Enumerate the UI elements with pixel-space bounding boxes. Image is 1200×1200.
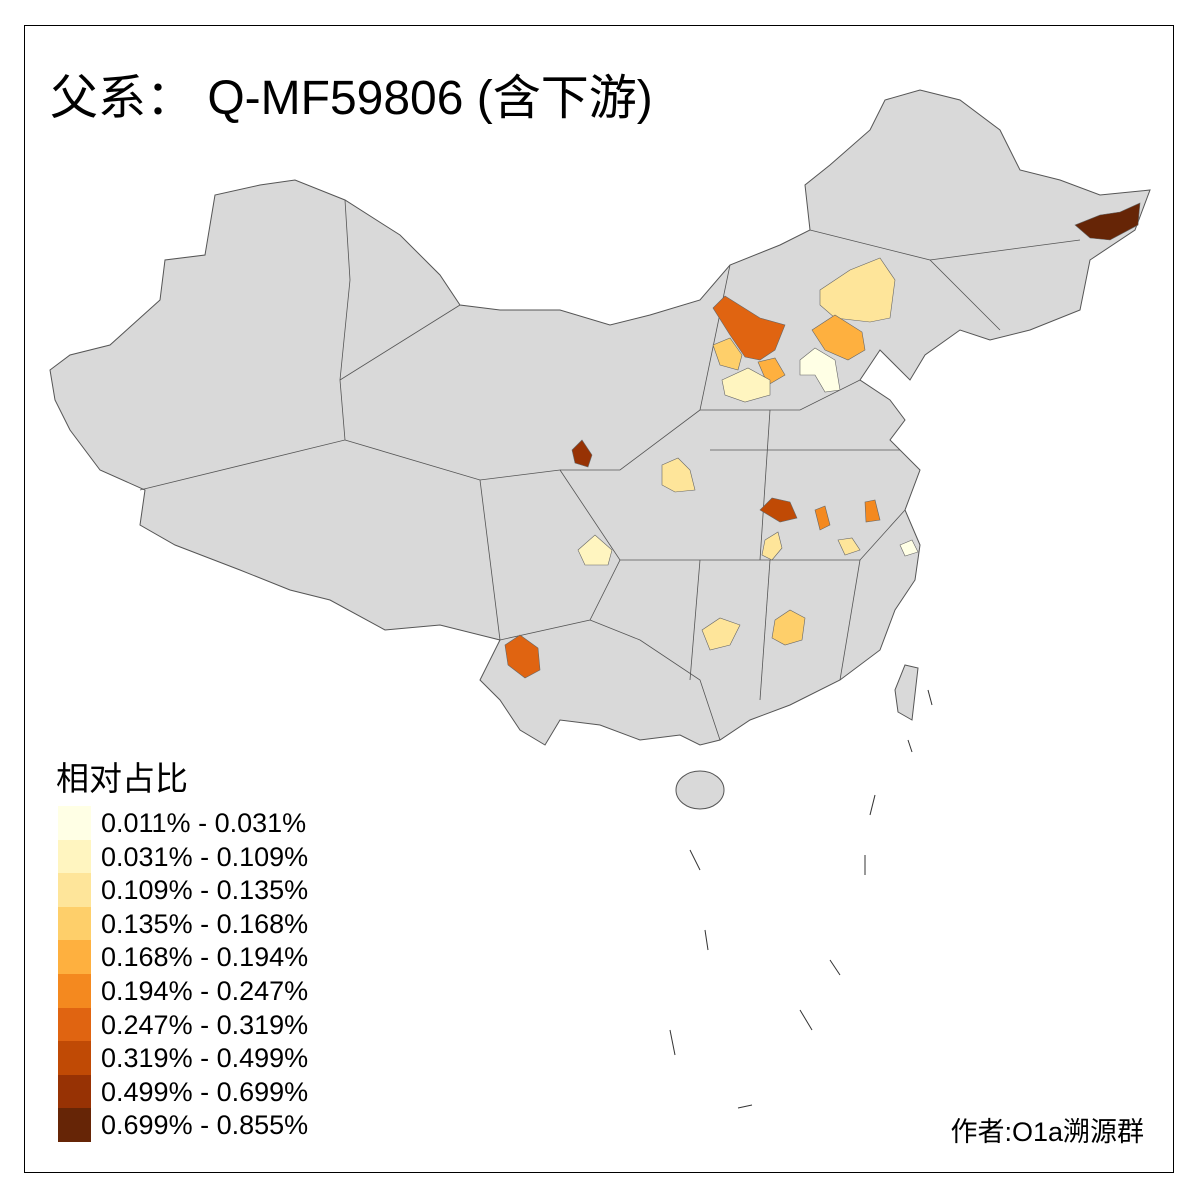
region-bin-3d <box>837 537 861 556</box>
legend-swatch <box>58 1108 91 1142</box>
legend-swatch <box>58 906 91 941</box>
map-title: 父系： Q-MF59806 (含下游) <box>50 72 653 125</box>
legend-item: 0.109% - 0.135% <box>58 873 358 907</box>
south-sea-islands <box>669 689 933 1109</box>
region-bin-1b <box>899 539 919 557</box>
legend-swatch <box>58 1074 91 1109</box>
region-bin-3e <box>701 617 741 651</box>
region-bin-3c <box>761 531 783 561</box>
region-bin-6b <box>864 499 881 523</box>
legend-label: 0.247% - 0.319% <box>101 1009 309 1040</box>
legend-item: 0.194% - 0.247% <box>58 974 358 1008</box>
legend-label: 0.011% - 0.031% <box>101 808 307 838</box>
legend-label: 0.699% - 0.855% <box>101 1110 309 1141</box>
hainan-island <box>675 770 725 810</box>
legend-swatch <box>58 806 91 840</box>
region-bin-7 <box>712 295 786 361</box>
region-bin-9 <box>571 439 593 468</box>
legend-item: 0.011% - 0.031% <box>58 806 358 840</box>
legend-item: 0.499% - 0.699% <box>58 1074 358 1109</box>
legend-swatch <box>58 940 91 974</box>
legend-label: 0.499% - 0.699% <box>101 1076 309 1107</box>
legend-item: 0.031% - 0.109% <box>58 839 358 874</box>
region-bin-2b <box>577 534 613 566</box>
legend-item: 0.168% - 0.194% <box>58 940 358 974</box>
legend-label: 0.194% - 0.247% <box>101 976 309 1006</box>
legend-swatch <box>58 1007 91 1042</box>
legend-label: 0.319% - 0.499% <box>101 1043 309 1074</box>
highlighted-regions <box>504 202 1141 679</box>
author-credit: 作者:O1a溯源群 <box>950 1117 1144 1147</box>
legend-label: 0.109% - 0.135% <box>101 875 309 906</box>
region-bin-4 <box>712 337 743 371</box>
legend-swatch <box>58 873 91 907</box>
region-bin-10 <box>1074 202 1141 241</box>
region-bin-3 <box>819 257 896 323</box>
region-bin-1 <box>799 347 841 393</box>
region-bin-4b <box>771 609 806 646</box>
region-bin-8 <box>759 497 798 523</box>
region-bin-7b <box>504 634 541 679</box>
region-bin-2 <box>721 367 771 403</box>
map-frame <box>24 25 1174 1173</box>
legend-swatch <box>58 839 91 874</box>
legend-label: 0.031% - 0.109% <box>101 841 309 872</box>
province-borders <box>139 199 1081 741</box>
legend-swatch <box>58 974 91 1008</box>
legend-title: 相对占比 <box>56 760 188 797</box>
region-bin-6 <box>814 505 831 531</box>
legend-label: 0.135% - 0.168% <box>101 908 309 939</box>
china-mainland <box>49 89 1151 746</box>
region-bin-5 <box>811 314 866 361</box>
legend-item: 0.319% - 0.499% <box>58 1041 358 1075</box>
legend-item: 0.247% - 0.319% <box>58 1007 358 1042</box>
legend-item: 0.135% - 0.168% <box>58 906 358 941</box>
taiwan-island <box>894 664 919 721</box>
legend-swatch <box>58 1041 91 1075</box>
legend-item: 0.699% - 0.855% <box>58 1108 358 1142</box>
region-bin-3b <box>661 457 696 493</box>
legend-label: 0.168% - 0.194% <box>101 942 309 973</box>
